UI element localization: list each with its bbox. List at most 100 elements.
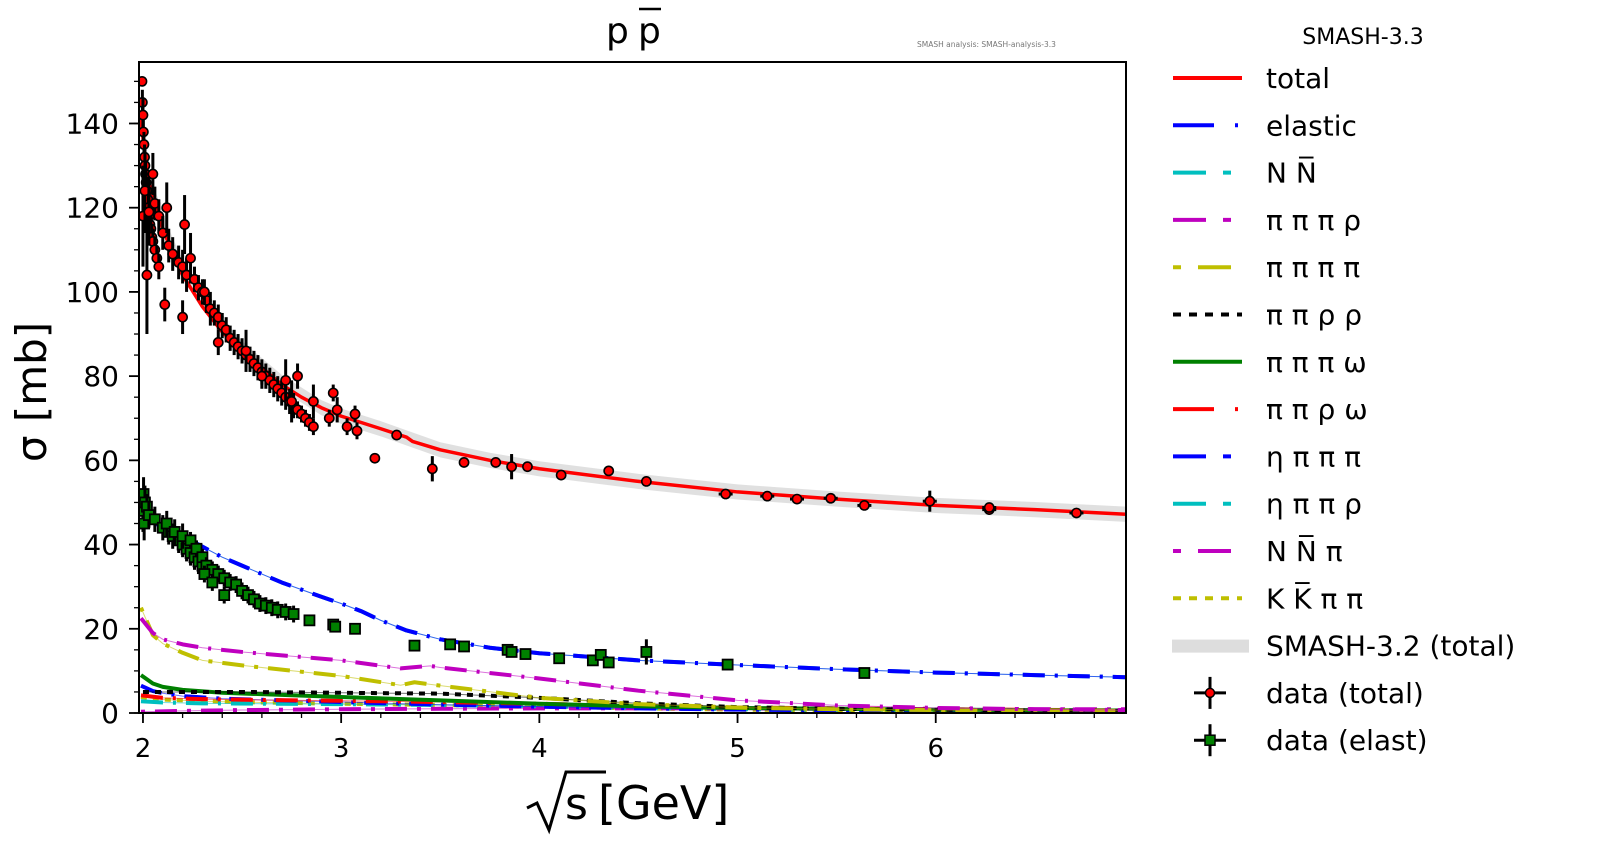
data-total-point bbox=[147, 152, 159, 196]
legend-label: π π ρ ω bbox=[1266, 393, 1368, 426]
data-total-marker bbox=[167, 248, 179, 260]
legend-label: π π π ω bbox=[1266, 346, 1367, 379]
legend-item: π π π ω bbox=[1173, 346, 1367, 379]
data-elast-marker bbox=[553, 652, 566, 665]
data-total-point bbox=[240, 329, 252, 372]
data-total-marker bbox=[199, 286, 210, 298]
data-total-point bbox=[139, 148, 151, 233]
data-points-layer bbox=[139, 75, 1084, 679]
legend-item: N N̅ π bbox=[1173, 534, 1343, 568]
x-tick-label: 5 bbox=[729, 734, 746, 764]
data-elast-point bbox=[858, 667, 871, 679]
data-elast-marker bbox=[505, 646, 518, 658]
legend-square-marker bbox=[1204, 734, 1216, 746]
data-total-point bbox=[167, 237, 179, 271]
y-tick-label: 60 bbox=[83, 444, 119, 477]
series-elastic-line bbox=[147, 517, 1126, 680]
data-total-marker bbox=[308, 395, 319, 407]
data-total-point bbox=[308, 418, 319, 436]
data-total-point bbox=[141, 216, 153, 335]
data-total-marker bbox=[161, 202, 173, 214]
data-total-marker bbox=[426, 463, 438, 475]
data-elast-point bbox=[160, 510, 173, 537]
data-elast-point bbox=[287, 605, 300, 623]
data-total-marker bbox=[341, 421, 353, 433]
data-elast-point bbox=[303, 614, 316, 627]
data-elast-point bbox=[408, 639, 421, 652]
data-total-marker bbox=[280, 374, 292, 386]
legend-item: π π π π bbox=[1173, 251, 1360, 284]
data-elast-point bbox=[553, 652, 566, 665]
legend-item: η π π ρ bbox=[1173, 488, 1362, 521]
data-total-marker bbox=[292, 370, 303, 382]
y-tick-label: 100 bbox=[66, 276, 119, 309]
title-pbar: p bbox=[638, 11, 661, 52]
y-tick-label: 40 bbox=[83, 529, 119, 562]
data-total-marker bbox=[761, 490, 773, 502]
data-total-marker bbox=[555, 469, 567, 481]
data-total-marker bbox=[349, 408, 361, 420]
data-total-point bbox=[522, 461, 533, 473]
data-total-point bbox=[327, 384, 339, 402]
data-total-point bbox=[351, 422, 363, 440]
data-elast-point bbox=[444, 638, 457, 651]
y-tick-label: 140 bbox=[66, 107, 119, 140]
data-total-marker bbox=[983, 502, 995, 513]
data-elast-point bbox=[519, 648, 532, 660]
legend-item: total bbox=[1173, 62, 1330, 95]
data-total-point bbox=[823, 492, 838, 504]
data-total-marker bbox=[791, 493, 803, 505]
data-total-marker bbox=[177, 311, 189, 323]
data-elast-marker bbox=[721, 658, 734, 671]
legend-item: SMASH-3.2 (total) bbox=[1172, 630, 1515, 663]
legend-title: SMASH-3.3 bbox=[1302, 25, 1423, 50]
data-total-marker bbox=[308, 421, 319, 433]
data-total-point bbox=[179, 195, 190, 255]
data-total-marker bbox=[351, 425, 363, 437]
legend-label: elastic bbox=[1266, 109, 1357, 142]
data-total-point bbox=[331, 397, 343, 423]
data-elast-marker bbox=[458, 640, 470, 653]
data-total-point bbox=[760, 490, 775, 502]
data-elast-marker bbox=[602, 656, 615, 669]
data-elast-point bbox=[198, 565, 211, 583]
data-total-point bbox=[212, 329, 224, 356]
legend-label: η π π ρ bbox=[1266, 488, 1362, 521]
data-elast-point bbox=[594, 648, 607, 661]
legend-circle-marker bbox=[1204, 687, 1216, 699]
legend-band-swatch bbox=[1172, 639, 1249, 653]
data-total-marker bbox=[327, 387, 339, 399]
data-total-marker bbox=[369, 452, 381, 464]
data-total-point bbox=[349, 405, 361, 423]
y-axis-label: σ [mb] bbox=[7, 322, 56, 462]
data-total-point bbox=[286, 380, 298, 423]
data-total-point bbox=[857, 500, 872, 511]
data-total-point bbox=[490, 457, 502, 468]
data-total-point bbox=[153, 254, 165, 280]
data-total-point bbox=[555, 469, 567, 481]
data-total-marker bbox=[640, 476, 652, 487]
data-total-point bbox=[603, 465, 615, 477]
data-total-marker bbox=[141, 269, 153, 281]
data-elast-point bbox=[206, 574, 219, 591]
legend-item: π π π ρ bbox=[1173, 204, 1361, 237]
data-total-marker bbox=[323, 412, 335, 424]
data-elast-point bbox=[218, 586, 231, 604]
data-total-marker bbox=[506, 461, 518, 473]
chart-title: p p bbox=[606, 7, 661, 52]
data-total-point bbox=[292, 363, 303, 389]
legend-label: π π ρ ρ bbox=[1266, 299, 1362, 332]
x-tick-label: 4 bbox=[531, 734, 548, 764]
data-elast-point bbox=[329, 620, 342, 633]
x-tick-label: 6 bbox=[927, 734, 944, 764]
data-total-point bbox=[790, 493, 804, 505]
legend-item: K K̅ π π bbox=[1173, 581, 1363, 615]
data-total-point bbox=[185, 232, 196, 284]
data-elast-point bbox=[148, 506, 161, 532]
data-total-point bbox=[308, 384, 319, 419]
legend-item: N N̅ bbox=[1173, 156, 1317, 190]
legend-item: data (elast) bbox=[1194, 724, 1428, 757]
data-total-marker bbox=[153, 261, 165, 273]
data-total-point bbox=[161, 182, 173, 233]
